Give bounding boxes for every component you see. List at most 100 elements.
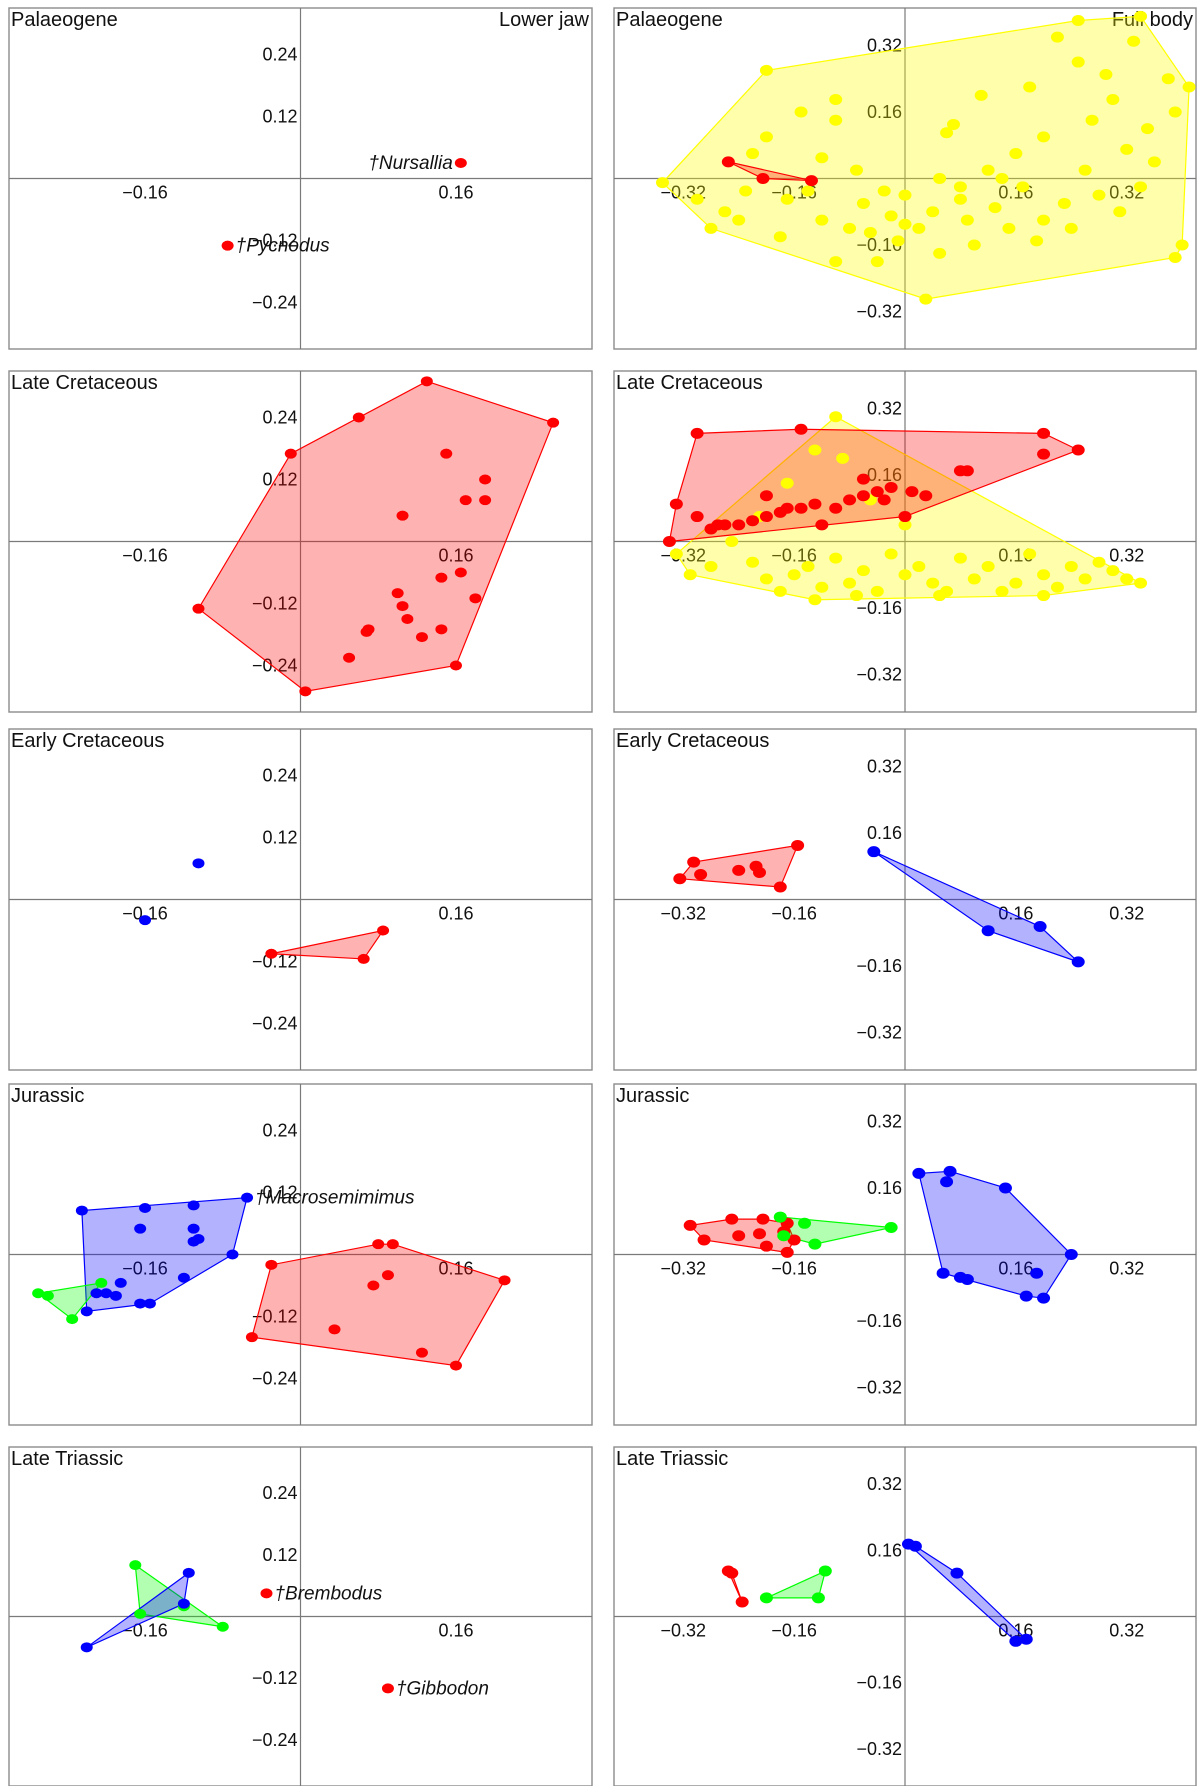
red-data-point (794, 502, 808, 514)
red-data-point (454, 158, 467, 168)
yellow-data-point (933, 590, 947, 602)
yellow-data-point (884, 548, 898, 560)
y-tick-label: −0.32 (856, 1023, 902, 1043)
red-data-point (396, 601, 409, 612)
x-tick-label: 0.16 (438, 1621, 473, 1641)
yellow-data-point (898, 189, 912, 201)
y-tick-label: 0.12 (262, 828, 297, 848)
blue-data-point (75, 1205, 88, 1216)
red-data-point (221, 240, 234, 251)
red-data-point (372, 1239, 385, 1250)
y-tick-label: −0.24 (252, 1014, 298, 1034)
x-tick-label: −0.16 (122, 183, 168, 203)
green-data-point (134, 1608, 147, 1619)
x-tick-label: 0.16 (998, 546, 1033, 566)
red-data-point (284, 448, 297, 459)
red-data-point (787, 1234, 801, 1246)
y-tick-label: −0.16 (856, 235, 902, 255)
yellow-group-hull (661, 15, 1190, 300)
y-tick-label: 0.16 (867, 1540, 902, 1560)
red-data-point (381, 1683, 394, 1694)
red-data-point (759, 511, 773, 523)
yellow-data-point (1050, 581, 1064, 593)
x-tick-label: −0.16 (771, 1621, 817, 1641)
blue-data-point (187, 1200, 200, 1211)
blue-data-point (1019, 1290, 1033, 1302)
yellow-data-point (836, 452, 850, 464)
yellow-data-point (1175, 239, 1189, 251)
red-data-point (440, 448, 453, 459)
y-tick-label: −0.32 (856, 1378, 902, 1398)
yellow-data-point (912, 222, 926, 234)
red-data-point (756, 173, 770, 184)
yellow-data-point (704, 560, 718, 572)
blue-data-point (981, 925, 995, 937)
red-data-point (1071, 444, 1085, 456)
red-data-point (1037, 448, 1051, 460)
yellow-data-point (690, 193, 704, 205)
y-tick-label: 0.24 (262, 1121, 297, 1141)
y-tick-label: 0.12 (262, 1183, 297, 1203)
red-data-point (459, 495, 472, 506)
yellow-data-point (808, 444, 822, 456)
yellow-data-point (732, 214, 746, 226)
lower-jaw-late-triassic-panel: −0.16 0.16 0.24 0.12 −0.12 −0.24 Late Triassic… (8, 1446, 593, 1786)
red-data-point (794, 423, 808, 435)
red-data-point (884, 481, 898, 493)
red-data-point (435, 572, 448, 583)
green-data-point (129, 1560, 142, 1571)
red-data-point (391, 588, 404, 599)
yellow-data-point (940, 127, 954, 139)
yellow-data-point (1134, 181, 1148, 193)
y-tick-label: −0.12 (252, 231, 298, 251)
green-data-point (818, 1565, 832, 1577)
yellow-data-point (1168, 252, 1182, 264)
yellow-data-point (953, 193, 967, 205)
yellow-data-point (829, 256, 843, 268)
yellow-data-point (1182, 81, 1196, 93)
taxon-label: †Nursallia (368, 153, 452, 174)
blue-data-point (1071, 956, 1085, 968)
red-data-point (732, 519, 746, 531)
y-tick-label: 0.16 (867, 465, 902, 485)
blue-data-point (867, 846, 881, 858)
blue-data-point (177, 1598, 190, 1609)
yellow-data-point (759, 573, 773, 585)
yellow-data-point (1016, 181, 1030, 193)
blue-data-point (109, 1290, 122, 1301)
red-data-point (856, 473, 870, 485)
blue-data-point (1037, 1292, 1051, 1304)
blue-data-point (139, 1203, 152, 1213)
yellow-data-point (829, 93, 843, 105)
yellow-data-point (1168, 106, 1182, 118)
y-tick-label: 0.32 (867, 756, 902, 776)
yellow-data-point (1009, 148, 1023, 160)
blue-data-point (134, 1223, 147, 1234)
yellow-data-point (1120, 573, 1134, 585)
red-data-point (381, 1270, 394, 1281)
green-group-hull (134, 1563, 224, 1628)
x-tick-label: 0.32 (1109, 904, 1144, 924)
yellow-data-point (829, 411, 843, 423)
period-label: Late Cretaceous (616, 372, 763, 394)
red-data-point (498, 1275, 511, 1286)
red-data-point (746, 515, 760, 527)
yellow-data-point (898, 519, 912, 531)
blue-data-point (177, 1272, 190, 1283)
y-tick-label: −0.16 (856, 956, 902, 976)
y-tick-label: 0.12 (262, 1545, 297, 1565)
blue-data-point (100, 1288, 113, 1299)
taxon-label: †Macrosemimimus (255, 1188, 415, 1209)
yellow-data-point (981, 560, 995, 572)
lower-jaw-early-cretaceous-panel: −0.16 0.16 0.24 0.12 −0.12 −0.24 Early Cretace… (8, 728, 593, 1071)
blue-data-point (1033, 921, 1047, 933)
red-data-point (420, 376, 433, 387)
red-data-point (721, 156, 735, 168)
yellow-data-point (815, 152, 829, 164)
green-data-point (884, 1221, 898, 1233)
red-data-point (396, 510, 409, 521)
red-data-point (435, 624, 448, 635)
yellow-data-point (656, 177, 669, 189)
yellow-data-point (787, 569, 801, 581)
period-label: Jurassic (616, 1085, 689, 1107)
